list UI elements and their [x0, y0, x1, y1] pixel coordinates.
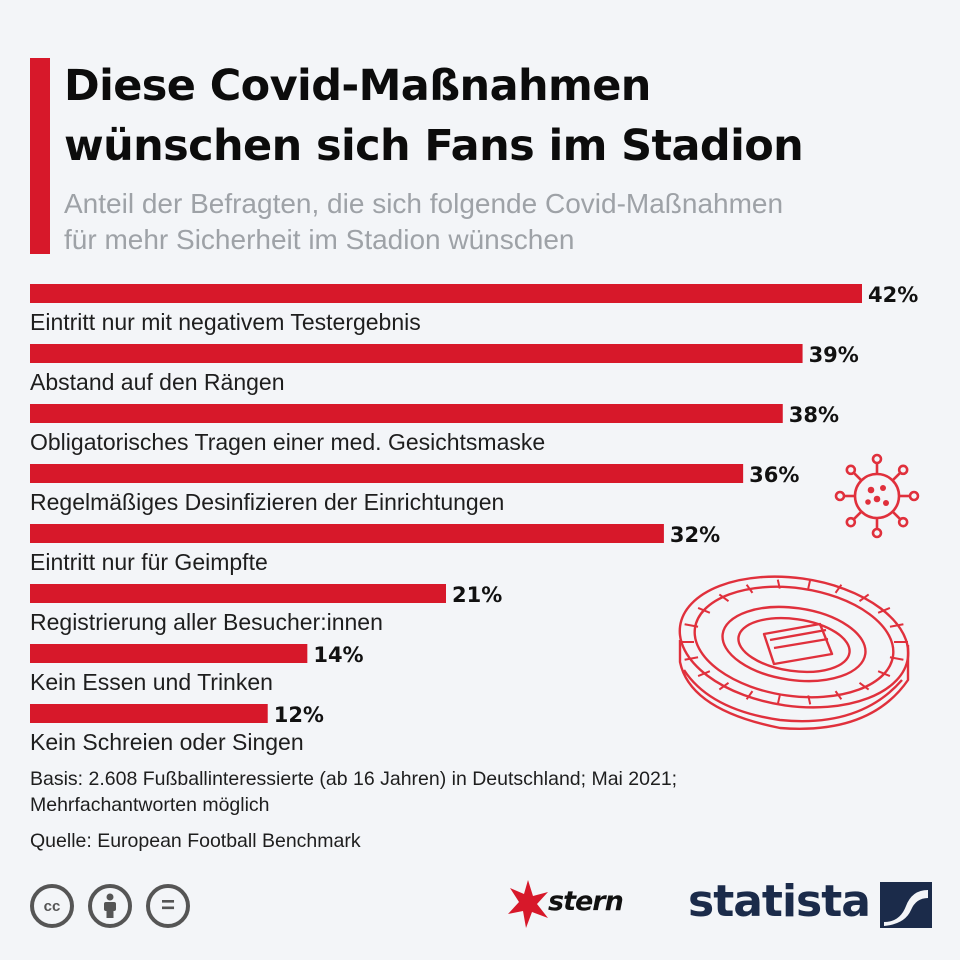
virus-icon [834, 453, 920, 539]
bar [30, 464, 744, 483]
star-icon [508, 880, 548, 928]
bar [30, 644, 308, 663]
nd-icon: = [146, 884, 190, 928]
cc-icon-text: cc [43, 897, 61, 915]
title-line-1: Diese Covid-Maßnahmen [64, 61, 651, 111]
subtitle-line-1: Anteil der Befragten, die sich folgende … [64, 188, 784, 219]
bar-chart: 42% Eintritt nur mit negativem Testergebn… [30, 283, 918, 755]
footer-basis: Basis: 2.608 Fußballinteressierte (ab 16… [30, 766, 830, 818]
title-line-2: wünschen sich Fans im Stadion [64, 121, 804, 171]
category-label: Kein Essen und Trinken [30, 669, 273, 695]
value-label: 36% [749, 463, 799, 487]
footer-basis-line-1: Basis: 2.608 Fußballinteressierte (ab 16… [30, 768, 678, 790]
statista-icon [880, 882, 932, 928]
category-label: Abstand auf den Rängen [30, 369, 284, 395]
cc-icon: cc [30, 884, 74, 928]
value-label: 38% [789, 403, 839, 427]
value-label: 42% [868, 283, 918, 307]
person-icon [104, 893, 116, 918]
stern-logo[interactable]: stern [506, 878, 646, 930]
nd-icon-text: = [160, 892, 175, 919]
bar [30, 284, 862, 303]
by-icon [88, 884, 132, 928]
value-label: 21% [452, 583, 502, 607]
category-label: Obligatorisches Tragen einer med. Gesich… [30, 429, 545, 455]
category-label: Eintritt nur für Geimpfte [30, 549, 268, 575]
value-label: 39% [809, 343, 859, 367]
value-label: 12% [274, 703, 324, 727]
subtitle-line-2: für mehr Sicherheit im Stadion wünschen [64, 224, 575, 255]
bar [30, 344, 803, 363]
statista-wordmark[interactable]: statista [688, 876, 871, 927]
category-label: Kein Schreien oder Singen [30, 729, 304, 755]
stadium-icon [678, 575, 910, 730]
page-subtitle: Anteil der Befragten, die sich folgende … [64, 186, 934, 258]
bar [30, 404, 783, 423]
footer-source: Quelle: European Football Benchmark [30, 828, 830, 854]
title-accent-bar [30, 58, 50, 254]
page-title: Diese Covid-Maßnahmen wünschen sich Fans… [64, 56, 924, 176]
footer-source-text: Quelle: European Football Benchmark [30, 830, 361, 852]
value-label: 14% [313, 643, 363, 667]
bar [30, 704, 268, 723]
category-label: Registrierung aller Besucher:innen [30, 609, 383, 635]
value-label: 32% [670, 523, 720, 547]
category-label: Regelmäßiges Desinfizieren der Einrichtu… [30, 489, 504, 515]
bar [30, 524, 664, 543]
bar [30, 584, 446, 603]
category-label: Eintritt nur mit negativem Testergebnis [30, 309, 421, 335]
footer-basis-line-2: Mehrfachantworten möglich [30, 794, 270, 816]
stern-wordmark: stern [548, 886, 624, 917]
